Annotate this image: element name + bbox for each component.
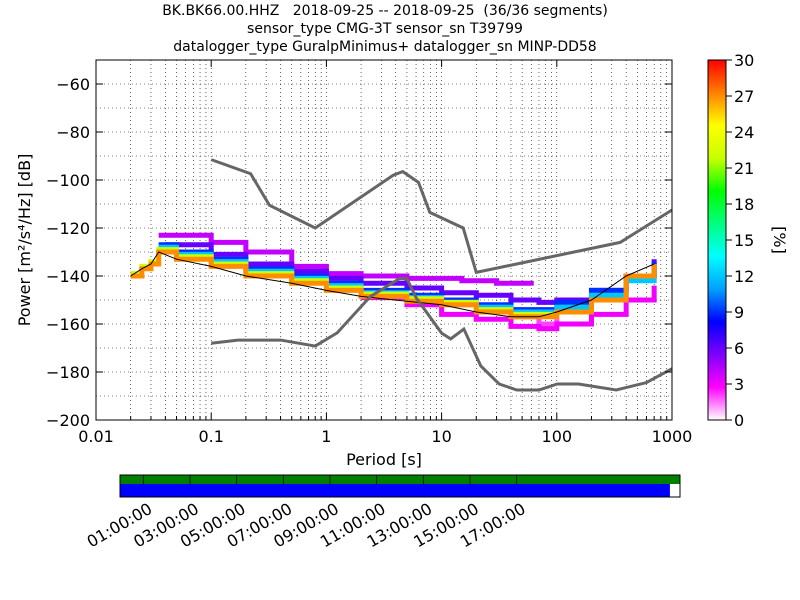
psd-median-line xyxy=(130,251,655,318)
colorbar-tick-label: 3 xyxy=(734,375,744,394)
psd-histogram xyxy=(130,232,657,332)
data-availability-bar: 01:00:0003:00:0005:00:0007:00:0009:00:00… xyxy=(84,474,681,551)
colorbar-tick-label: 21 xyxy=(734,159,754,178)
y-tick-label: −160 xyxy=(46,315,90,334)
x-tick-label: 0.1 xyxy=(198,427,223,446)
availability-top-bar xyxy=(120,475,680,484)
x-tick-label: 1000 xyxy=(652,427,693,446)
title-line-1: BK.BK66.00.HHZ 2018-09-25 -- 2018-09-25 … xyxy=(162,3,608,19)
y-tick-label: −140 xyxy=(46,267,90,286)
y-tick-label: −200 xyxy=(46,411,90,430)
colorbar-tick-label: 0 xyxy=(734,411,744,430)
noise-models xyxy=(210,158,672,392)
psd-band xyxy=(130,249,657,320)
colorbar-ticks: 0 3 6 9 12 15 18 21 24 27 30 xyxy=(726,51,754,430)
colorbar-tick-label: 27 xyxy=(734,87,754,106)
colorbar-tick-label: 6 xyxy=(734,339,744,358)
x-axis-label: Period [s] xyxy=(346,450,422,469)
y-tick-label: −180 xyxy=(46,363,90,382)
title-line-3: datalogger_type GuralpMinimus+ datalogge… xyxy=(173,39,597,55)
availability-frame xyxy=(119,474,681,498)
y-tick-label: −100 xyxy=(46,171,90,190)
x-tick-label: 10 xyxy=(431,427,451,446)
noise-model-nlnm xyxy=(211,277,672,392)
x-tick-label: 0.01 xyxy=(78,427,114,446)
colorbar-tick-label: 9 xyxy=(734,303,744,322)
colorbar-tick-label: 12 xyxy=(734,267,754,286)
colorbar-label: [%] xyxy=(770,226,789,254)
colorbar-tick-label: 24 xyxy=(734,123,754,142)
colorbar-gradient xyxy=(707,59,727,421)
y-tick-label: −60 xyxy=(56,75,90,94)
grid xyxy=(96,60,672,420)
x-tick-label: 100 xyxy=(542,427,573,446)
noise-model-nhnm xyxy=(210,158,672,275)
y-tick-label: −120 xyxy=(46,219,90,238)
title-line-2: sensor_type CMG-3T sensor_sn T39799 xyxy=(247,21,523,37)
plot-frame xyxy=(95,59,673,421)
colorbar-tick-label: 15 xyxy=(734,231,754,250)
y-tick-label: −80 xyxy=(56,123,90,142)
availability-data-bar xyxy=(120,484,670,497)
colorbar-tick-label: 18 xyxy=(734,195,754,214)
axis-ticks: 0.01 0.1 1 10 100 1000 −200 −180 −160 −140 −120 −10… xyxy=(46,60,692,446)
y-axis-label: Power [m²/s⁴/Hz] [dB] xyxy=(15,154,34,327)
colorbar: 0 3 6 9 12 15 18 21 24 27 30 [%] xyxy=(707,51,789,430)
x-tick-label: 1 xyxy=(321,427,331,446)
psd-band xyxy=(158,232,534,286)
colorbar-tick-label: 30 xyxy=(734,51,754,70)
